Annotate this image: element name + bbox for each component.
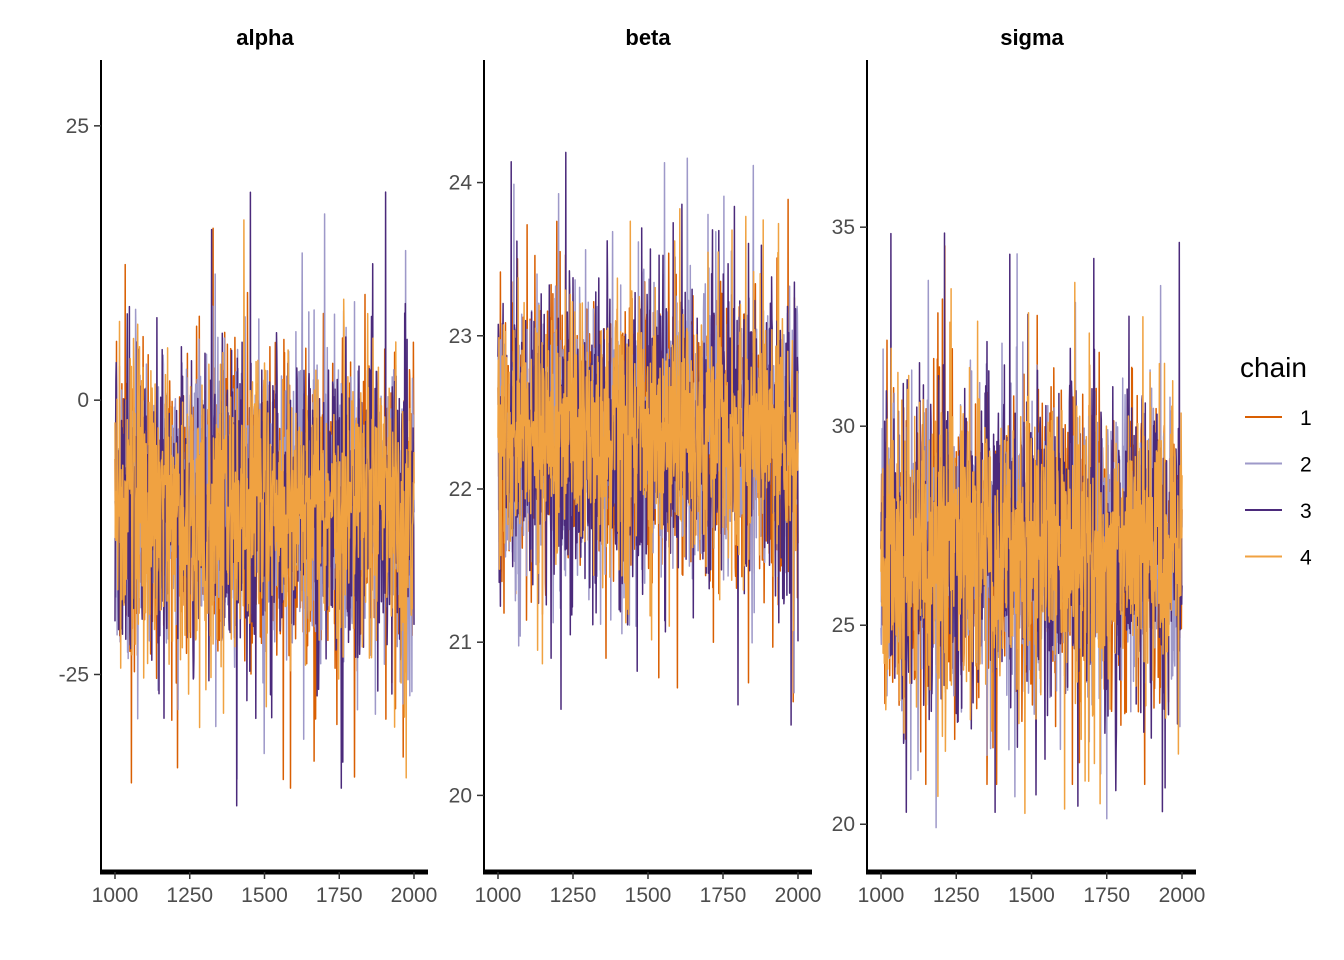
x-tick-label: 1750 [1083, 884, 1130, 907]
legend-label: 3 [1300, 500, 1312, 523]
legend-item-chain-2: 2 [1245, 454, 1312, 477]
legend-label: 4 [1300, 547, 1312, 570]
traces-sigma [880, 232, 1183, 829]
legend-title: chain [1240, 352, 1307, 383]
panel-title-alpha: alpha [236, 25, 294, 50]
x-tick-label: 1750 [700, 884, 747, 907]
x-tick-label: 1500 [1008, 884, 1055, 907]
traces-alpha [114, 191, 415, 807]
facet-panels: alpha 25 0 -25 1000 1250 1500 1750 2000 beta 24 23 2… [59, 25, 1206, 907]
x-tick-label: 1250 [166, 884, 213, 907]
panel-alpha: alpha 25 0 -25 1000 1250 1500 1750 2000 [59, 25, 438, 907]
legend-label: 2 [1300, 454, 1312, 477]
x-tick-label: 1000 [92, 884, 139, 907]
y-tick-label: 25 [832, 614, 855, 637]
traces-beta [497, 151, 799, 726]
y-tick-label: 22 [449, 478, 472, 501]
x-tick-label: 1250 [550, 884, 597, 907]
panel-beta: beta 24 23 22 21 20 1000 1250 1500 1750 2000 [449, 25, 822, 907]
y-tick-label: 20 [449, 784, 472, 807]
y-tick-label: 24 [449, 172, 473, 195]
y-tick-label: 21 [449, 631, 472, 654]
legend-item-chain-3: 3 [1245, 500, 1312, 523]
panel-title-sigma: sigma [1000, 25, 1064, 50]
x-tick-label: 1750 [316, 884, 363, 907]
x-tick-label: 1000 [475, 884, 522, 907]
legend-item-chain-1: 1 [1245, 407, 1312, 430]
y-tick-label: 25 [66, 115, 89, 138]
y-tick-label: 23 [449, 325, 472, 348]
x-tick-label: 2000 [391, 884, 438, 907]
x-tick-label: 1500 [625, 884, 672, 907]
y-tick-label: 30 [832, 415, 855, 438]
y-tick-label: -25 [59, 663, 89, 686]
y-tick-label: 20 [832, 813, 855, 836]
series-line-chain-4 [497, 208, 799, 665]
y-tick-label: 0 [77, 389, 89, 412]
y-tick-label: 35 [832, 216, 855, 239]
panel-title-beta: beta [625, 25, 671, 50]
series-line-chain-4 [114, 219, 415, 779]
x-tick-label: 1000 [858, 884, 905, 907]
legend-label: 1 [1300, 407, 1312, 430]
legend-item-chain-4: 4 [1245, 547, 1312, 570]
series-line-chain-4 [880, 281, 1183, 815]
x-tick-label: 1250 [933, 884, 980, 907]
legend: chain 1 2 3 4 [1240, 352, 1312, 570]
legend-items: 1 2 3 4 [1245, 407, 1312, 570]
x-tick-label: 2000 [775, 884, 822, 907]
panel-sigma: sigma 35 30 25 20 1000 1250 1500 1750 2000 [832, 25, 1206, 907]
x-tick-label: 1500 [241, 884, 288, 907]
x-tick-label: 2000 [1159, 884, 1206, 907]
